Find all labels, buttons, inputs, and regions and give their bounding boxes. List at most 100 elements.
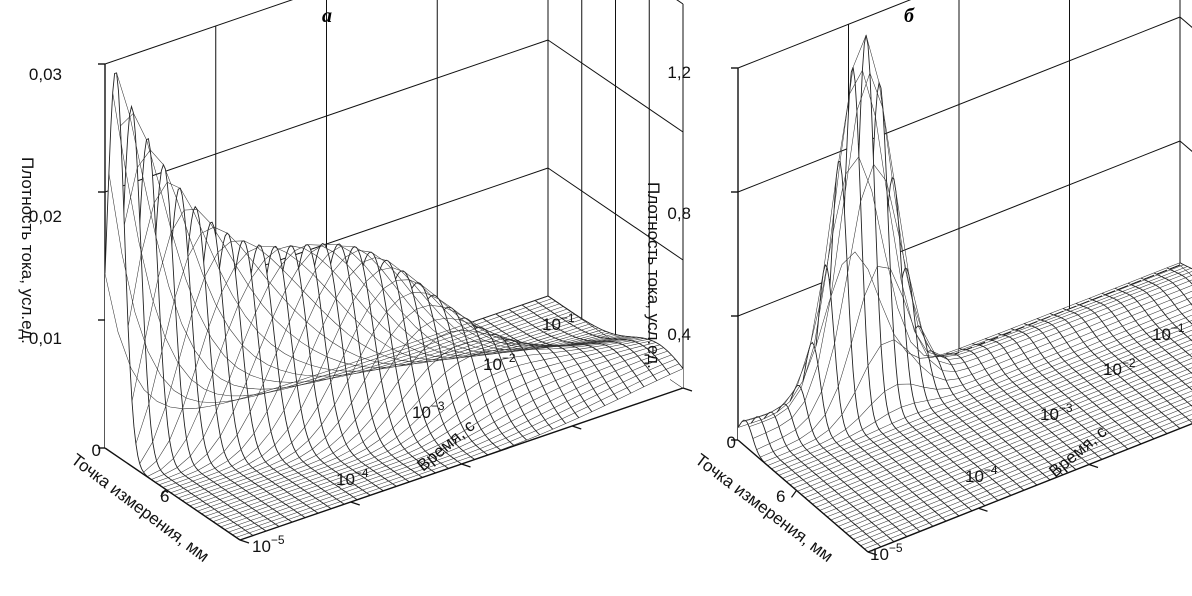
y-tick-label: 10−2	[483, 351, 516, 374]
surface-fill	[920, 350, 1050, 480]
surface-time-line	[802, 341, 934, 527]
surface-position-line	[864, 418, 1192, 550]
surface-position-line	[767, 290, 1192, 466]
z-axis-title-a: Плотность тока, усл.ед.	[18, 157, 37, 344]
surface-time-line	[919, 350, 1051, 481]
surface-position-line	[782, 314, 1192, 479]
surface-fill	[868, 82, 998, 501]
surface-fill	[144, 164, 280, 527]
surface-time-line	[521, 304, 658, 381]
surface-fill	[1076, 303, 1192, 407]
surface-time-line	[1010, 328, 1142, 445]
surface-fill	[1141, 278, 1192, 325]
z-tick-label-a-1: 0,01	[29, 329, 62, 348]
surface-b	[737, 34, 1192, 553]
surface-fill	[157, 188, 293, 523]
surface-time-line	[893, 267, 1025, 491]
y-tick-label: 10−1	[1152, 321, 1185, 344]
surface-time-line	[789, 384, 921, 532]
surface-position-line	[212, 342, 657, 522]
surface-position-line	[756, 163, 1192, 450]
surface-fill	[894, 268, 1024, 491]
surface-time-line	[508, 309, 645, 388]
surface-position-line	[841, 390, 1192, 530]
surface-time-line	[534, 300, 671, 375]
grid-line	[737, 0, 912, 69]
surface-position-line	[151, 244, 595, 480]
x-tick-mark	[160, 489, 167, 497]
surface-position-line	[104, 273, 549, 410]
surface-position-line	[763, 285, 1192, 463]
surface-time-line	[1166, 267, 1192, 285]
surface-fill	[842, 67, 972, 511]
surface-position-line	[224, 350, 668, 530]
y-tick-labels-a: 10−5 10−4 10−3 10−2 10−1	[252, 311, 575, 556]
surface-position-line	[812, 353, 1192, 505]
surface-fill	[1154, 272, 1192, 309]
surface-fill	[196, 233, 332, 509]
surface-time-line	[1101, 292, 1192, 375]
surface-position-line	[135, 226, 579, 444]
surface-time-line	[1153, 272, 1192, 306]
surface-position-line	[182, 304, 626, 501]
z-tick-label-b-2: 0,8	[667, 204, 691, 223]
surface-time-line	[1114, 287, 1192, 358]
surface-time-line	[1140, 277, 1192, 325]
surface-position-line	[201, 338, 645, 514]
y-tick-label: 10−2	[1103, 356, 1136, 379]
surface-position-line	[131, 209, 576, 402]
grid-line	[104, 0, 294, 65]
surface-fill	[105, 72, 240, 541]
surface-time-line	[880, 176, 1012, 496]
y-tick-label: 10−4	[336, 466, 369, 489]
surface-fill	[816, 265, 946, 522]
surface-time-line	[130, 138, 267, 532]
surface-time-line	[1062, 308, 1192, 424]
surface-time-line	[1088, 297, 1192, 391]
surface-time-line	[815, 264, 947, 522]
surface-position-line	[174, 279, 618, 496]
surface-time-line	[1127, 282, 1192, 342]
surface-time-line	[867, 80, 999, 501]
y-tick-mark	[978, 507, 988, 512]
surface-time-line	[906, 325, 1038, 486]
surface-position-line	[127, 181, 572, 372]
axes-b	[731, 67, 1192, 556]
surface-time-line	[932, 355, 1064, 476]
surface-position-line	[124, 149, 568, 377]
x-axis-line	[104, 447, 241, 541]
z-axis-title-b: Плотность тока, усл.ед.	[644, 182, 663, 369]
surface-time-line	[958, 348, 1090, 465]
surface-position-line	[116, 72, 560, 390]
axes-a	[98, 63, 693, 544]
y-tick-label: 10−1	[542, 311, 575, 334]
surface-position-line	[760, 265, 1192, 458]
chart-panel-b: б 1,2 0,8 0,4 0 Плотность тока, усл.ед. …	[644, 0, 1192, 566]
surface-fill	[959, 348, 1089, 465]
surface-fill	[751, 416, 881, 547]
surface-fill	[209, 240, 345, 505]
surface-position-line	[108, 173, 552, 403]
z-tick-label-b-0: 0	[727, 433, 736, 452]
surface-position-line	[793, 329, 1192, 489]
surface-position-line	[232, 358, 676, 535]
surface-position-line	[838, 386, 1192, 527]
surface-position-line	[147, 245, 591, 477]
grid-line	[1179, 140, 1192, 152]
panel-label-b: б	[904, 5, 915, 27]
z-tick-label-b-3: 1,2	[667, 63, 691, 82]
y-tick-labels-b: 10−5 10−4 10−3 10−2 10−1	[870, 321, 1185, 564]
surface-position-line	[745, 69, 1188, 421]
surface-fill	[1180, 262, 1192, 276]
x-tick-label-b-0: 6	[776, 487, 785, 506]
y-tick-mark	[461, 463, 471, 468]
surface-position-line	[778, 309, 1192, 476]
surface-fill	[1102, 293, 1192, 374]
surface-position-line	[800, 339, 1192, 495]
surface-position-line	[220, 347, 664, 528]
surface-position-line	[216, 344, 660, 525]
y-tick-label: 10−5	[870, 541, 903, 564]
z-tick-label-b-1: 0,4	[667, 325, 691, 344]
surface-fill	[131, 138, 267, 532]
